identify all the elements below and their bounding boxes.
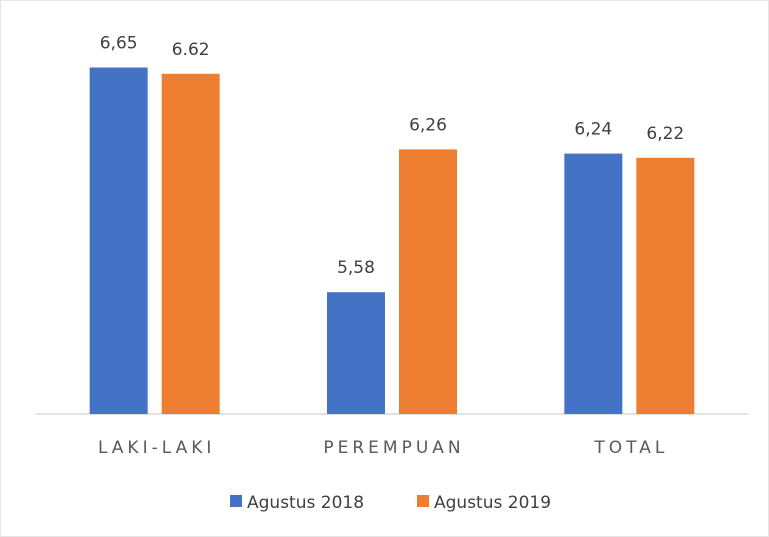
data-label: 6,24 xyxy=(574,120,612,140)
data-label: 6,26 xyxy=(409,115,447,135)
bar xyxy=(161,73,220,415)
data-label: 6,22 xyxy=(646,124,684,144)
data-label: 6.62 xyxy=(172,40,210,60)
legend-swatch xyxy=(417,495,429,507)
legend-label: Agustus 2018 xyxy=(247,493,364,513)
x-tick-label: PEREMPUAN xyxy=(323,438,464,458)
legend-label: Agustus 2019 xyxy=(434,493,551,513)
bar xyxy=(89,67,148,414)
bar xyxy=(399,149,457,414)
bar xyxy=(564,153,623,414)
data-label: 6,65 xyxy=(100,34,138,54)
legend-swatch xyxy=(230,495,242,507)
data-label: 5,58 xyxy=(337,258,375,278)
bar xyxy=(327,292,385,414)
x-tick-label: LAKI-LAKI xyxy=(98,438,215,458)
bar xyxy=(636,157,695,415)
x-tick-label: TOTAL xyxy=(593,438,668,458)
